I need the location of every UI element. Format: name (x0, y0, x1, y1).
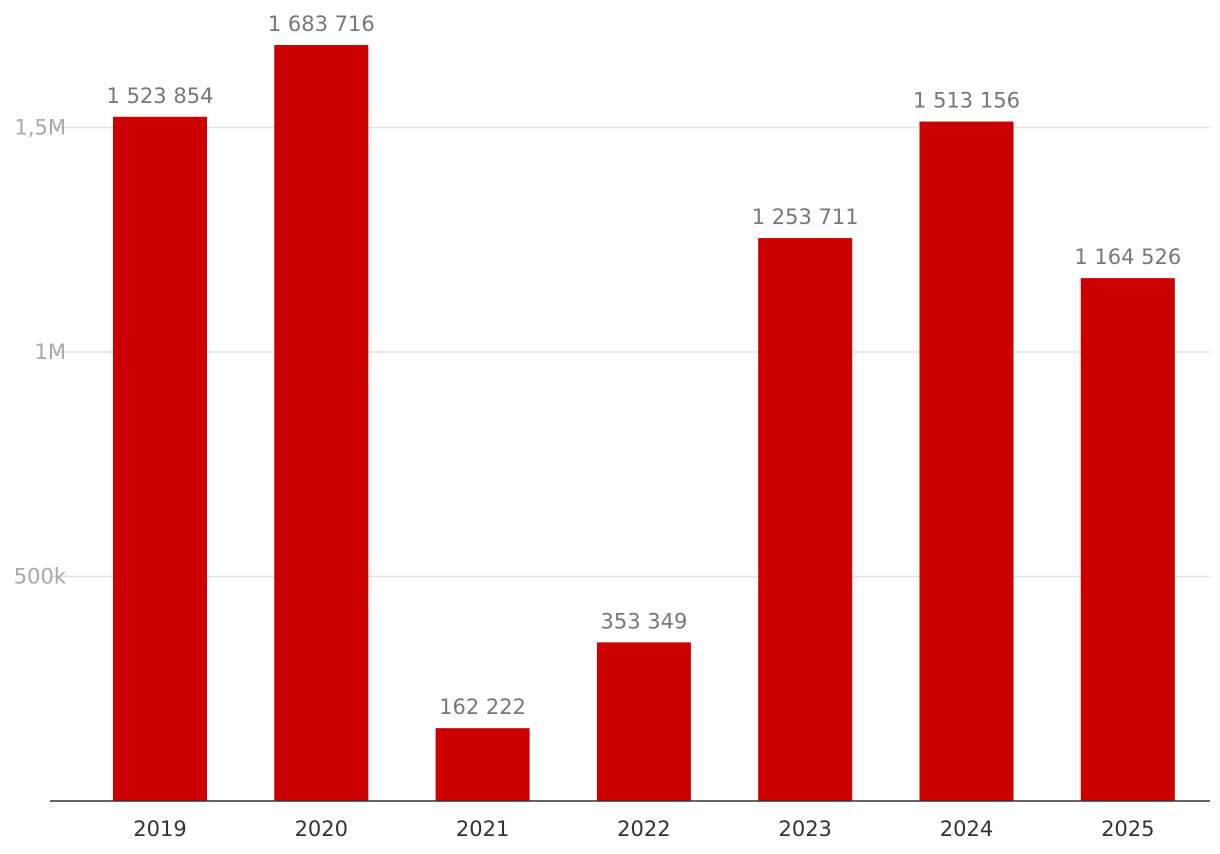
y-tick-label: 500k (14, 565, 67, 589)
data-label-2025: 1 164 526 (1074, 245, 1181, 269)
bar-2025 (1080, 278, 1175, 802)
y-tick-label: 1M (35, 340, 66, 364)
x-tick-2019: 2019 (133, 817, 186, 841)
bars (113, 45, 1175, 802)
bar-2023 (758, 238, 853, 802)
data-labels: 1 523 854 1 683 716 162 222 353 349 1 253 71… (107, 12, 1182, 719)
x-tick-2025: 2025 (1101, 817, 1154, 841)
x-tick-2021: 2021 (456, 817, 509, 841)
data-label-2019: 1 523 854 (107, 84, 214, 108)
bar-2024 (919, 121, 1014, 801)
x-tick-2022: 2022 (617, 817, 670, 841)
y-axis-ticks: 500k 1M 1,5M (14, 116, 67, 589)
x-tick-2020: 2020 (295, 817, 348, 841)
bar-2020 (274, 45, 369, 801)
x-tick-2024: 2024 (940, 817, 993, 841)
data-label-2022: 353 349 (600, 609, 687, 633)
x-tick-2023: 2023 (778, 817, 831, 841)
bar-2022 (596, 642, 691, 801)
gridlines (50, 126, 1210, 578)
y-tick-label: 1,5M (14, 116, 66, 140)
data-label-2021: 162 222 (439, 695, 526, 719)
data-label-2023: 1 253 711 (752, 205, 859, 229)
bar-2021 (435, 728, 530, 801)
data-label-2020: 1 683 716 (268, 12, 375, 36)
x-axis-ticks: 2019 2020 2021 2022 2023 2024 2025 (133, 817, 1154, 841)
data-label-2024: 1 513 156 (913, 89, 1020, 113)
bar-2019 (113, 116, 207, 801)
